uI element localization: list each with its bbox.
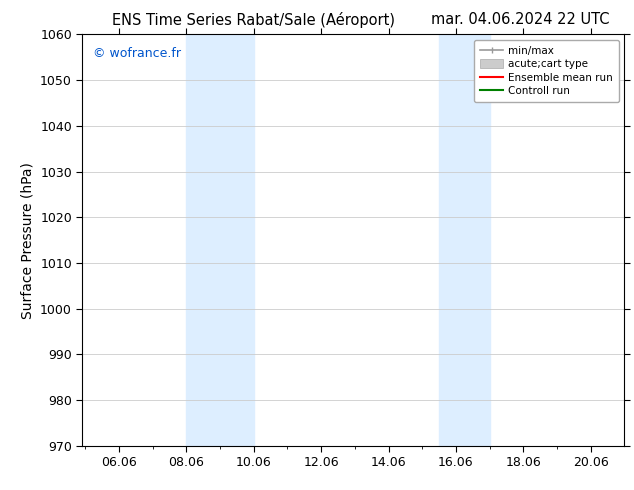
Bar xyxy=(186,34,254,446)
Bar xyxy=(439,34,489,446)
Text: © wofrance.fr: © wofrance.fr xyxy=(93,47,181,60)
Y-axis label: Surface Pressure (hPa): Surface Pressure (hPa) xyxy=(20,162,35,318)
Legend: min/max, acute;cart type, Ensemble mean run, Controll run: min/max, acute;cart type, Ensemble mean … xyxy=(474,40,619,102)
Text: ENS Time Series Rabat/Sale (Aéroport): ENS Time Series Rabat/Sale (Aéroport) xyxy=(112,12,395,28)
Text: mar. 04.06.2024 22 UTC: mar. 04.06.2024 22 UTC xyxy=(430,12,609,27)
